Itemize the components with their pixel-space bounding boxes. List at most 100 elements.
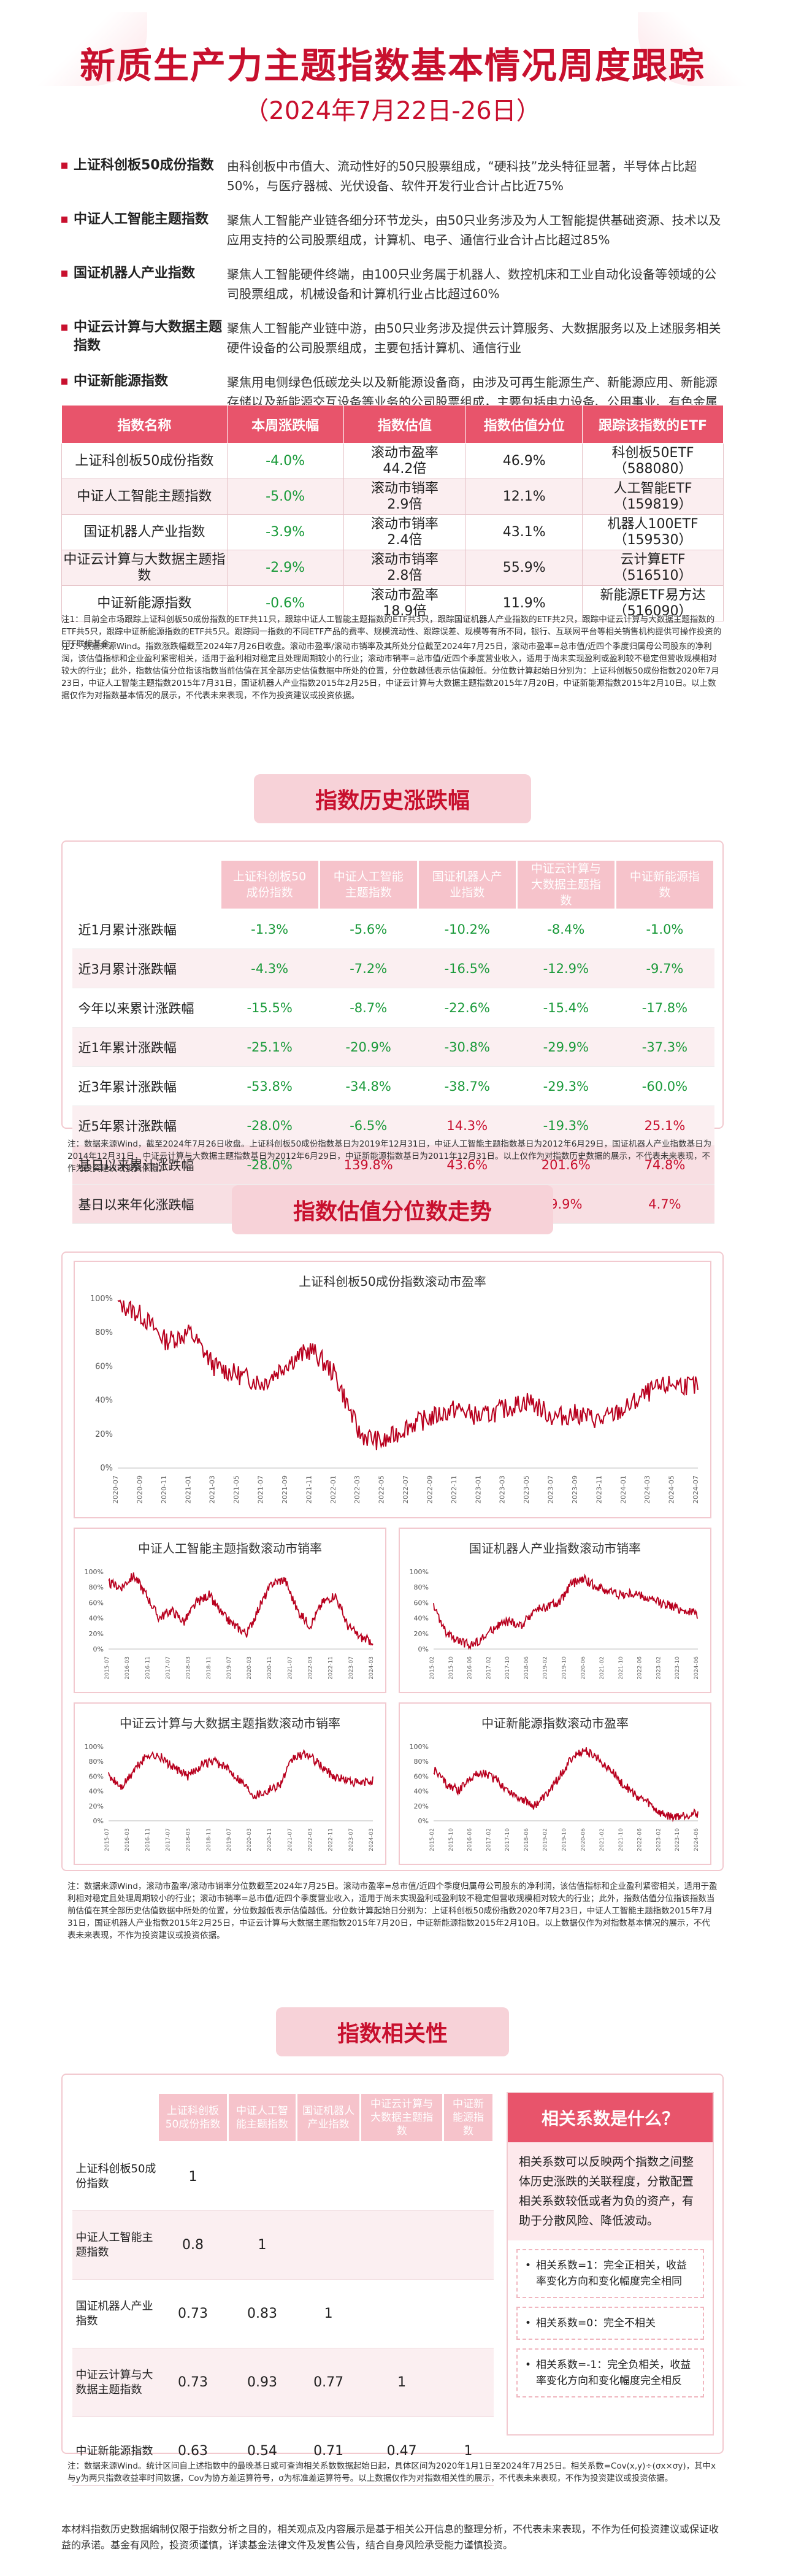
table-row: 今年以来累计涨跌幅 -15.5% -8.7% -22.6% -15.4% -17.8% bbox=[72, 988, 714, 1028]
index-name: 中证新能源指数 bbox=[61, 372, 227, 391]
chart-title: 国证机器人产业指数滚动市销率 bbox=[469, 1541, 641, 1556]
col-header: 中证人工智能主题指数 bbox=[227, 2092, 297, 2143]
y-tick-label: 40% bbox=[414, 1615, 429, 1623]
x-tick-label: 2023-07 bbox=[348, 1828, 354, 1851]
cell-correlation: 0.77 bbox=[296, 2348, 361, 2417]
col-header: 中证人工智能主题指数 bbox=[318, 859, 419, 910]
col-header: 中证云计算与大数据主题指数 bbox=[359, 2092, 445, 2143]
x-tick-label: 2024-07 bbox=[692, 1475, 700, 1504]
section-title-correlation: 指数相关性 bbox=[0, 2007, 785, 2056]
cell-correlation bbox=[443, 2348, 494, 2417]
chart-title: 中证人工智能主题指数滚动市销率 bbox=[138, 1541, 322, 1556]
y-tick-label: 100% bbox=[410, 1568, 429, 1576]
row-label: 中证人工智能主题指数 bbox=[72, 2210, 158, 2280]
x-tick-label: 2021-02 bbox=[599, 1656, 605, 1680]
chart-svg: 100% 80% 60% 40% 20% 0%2015-07 2016-03 2016-11 2… bbox=[85, 1568, 375, 1680]
x-tick-label: 2022-03 bbox=[308, 1828, 314, 1851]
row-label: 近3年累计涨跌幅 bbox=[72, 1066, 221, 1106]
x-tick-label: 2019-07 bbox=[226, 1828, 232, 1851]
x-tick-label: 2024-03 bbox=[369, 1656, 375, 1680]
table-row: 上证科创板50成份指数 1 bbox=[72, 2142, 494, 2211]
cell-valuation: 滚动市销率 2.4倍 bbox=[343, 514, 467, 550]
cell-correlation: 1 bbox=[360, 2348, 443, 2417]
x-tick-label: 2021-11 bbox=[305, 1475, 313, 1504]
cell-return: -17.8% bbox=[615, 988, 714, 1028]
cell-etf: 科创板50ETF （588080） bbox=[582, 443, 724, 479]
row-label: 中证云计算与大数据主题指数 bbox=[72, 2348, 158, 2417]
valuation-percentile-line bbox=[433, 1573, 699, 1650]
cell-return: -34.8% bbox=[319, 1066, 418, 1106]
x-tick-label: 2016-03 bbox=[124, 1828, 131, 1851]
x-tick-label: 2023-10 bbox=[675, 1656, 681, 1680]
page-subtitle: （2024年7月22日-26日） bbox=[244, 97, 541, 125]
x-tick-label: 2016-03 bbox=[124, 1656, 131, 1680]
row-label: 近5年累计涨跌幅 bbox=[72, 1105, 221, 1145]
x-tick-label: 2022-11 bbox=[328, 1656, 334, 1680]
x-tick-label: 2021-07 bbox=[257, 1475, 265, 1504]
cell-weekly-change: -2.9% bbox=[226, 550, 344, 586]
col-header: 跟踪该指数的ETF bbox=[582, 405, 724, 444]
x-tick-label: 2017-07 bbox=[165, 1656, 171, 1680]
cell-correlation: 1 bbox=[228, 2210, 297, 2280]
x-tick-label: 2022-06 bbox=[637, 1828, 643, 1851]
index-desc: 聚焦人工智能产业链各细分环节龙头，由50只业务涉及为人工智能提供基础资源、技术以… bbox=[227, 213, 721, 247]
index-name: 中证人工智能主题指数 bbox=[61, 210, 227, 229]
x-tick-label: 2020-03 bbox=[247, 1656, 253, 1680]
cell-etf: 人工智能ETF （159819） bbox=[582, 479, 724, 515]
col-header: 中证新能源指数 bbox=[442, 2092, 494, 2143]
row-label: 近3月累计涨跌幅 bbox=[72, 948, 221, 988]
index-name: 国证机器人产业指数 bbox=[61, 264, 227, 283]
valuation-percentile-line bbox=[117, 1299, 699, 1451]
disclaimer-footer: 本材料指数历史数据编制仅限于指数分析之目的，相关观点及内容展示是基于相关公开信息… bbox=[61, 2523, 719, 2551]
table-row: 近1年累计涨跌幅 -25.1% -20.9% -30.8% -29.9% -37.3% bbox=[72, 1027, 714, 1067]
y-tick-label: 100% bbox=[90, 1294, 113, 1304]
chart-svg: 100% 80% 60% 40% 20% 0% 2020-07 2020-09 2020-11 2… bbox=[90, 1294, 700, 1504]
col-header: 指数估值分位 bbox=[465, 405, 583, 444]
cell-return: -60.0% bbox=[615, 1066, 714, 1106]
valuation-percentile-line bbox=[108, 1748, 373, 1800]
col-header: 中证新能源指数 bbox=[614, 859, 716, 910]
valuation-note: 注：数据来源Wind，滚动市盈率/滚动市销率分位数截至2024年7月25日。滚动… bbox=[67, 1882, 718, 1940]
cell-return: -8.4% bbox=[516, 909, 616, 949]
cell-etf: 新能源ETF易方达 （516090） bbox=[582, 585, 724, 621]
chart-title: 上证科创板50成份指数滚动市盈率 bbox=[299, 1274, 486, 1289]
table-row: 国证机器人产业指数 -3.9% 滚动市销率 2.4倍 43.1% 机器人100ETF （15… bbox=[61, 514, 724, 550]
row-label: 国证机器人产业指数 bbox=[72, 2279, 158, 2348]
y-tick-label: 60% bbox=[414, 1599, 429, 1607]
x-tick-label: 2016-11 bbox=[145, 1656, 151, 1680]
cell-correlation: 0.54 bbox=[228, 2416, 297, 2486]
cell-return: 201.6% bbox=[516, 1145, 616, 1185]
cell-correlation bbox=[360, 2142, 443, 2211]
table1-note-2: 注2：数据来源Wind。指数涨跌幅截至2024年7月26日收盘。滚动市盈率/滚动… bbox=[61, 642, 719, 701]
cell-return: -15.4% bbox=[516, 988, 616, 1028]
row-label: 今年以来累计涨跌幅 bbox=[72, 988, 221, 1028]
chart-svg: 100% 80% 60% 40% 20% 0%2015-07 2016-03 2016-11 2… bbox=[85, 1743, 375, 1851]
col-header: 本周涨跌幅 bbox=[226, 405, 344, 444]
cell-return: -6.5% bbox=[319, 1105, 418, 1145]
chart-svg: 100% 80% 60% 40% 20% 0%2015-02 2015-10 2016-06 2… bbox=[410, 1568, 700, 1680]
x-tick-label: 2017-02 bbox=[486, 1828, 492, 1851]
cell-valuation-percentile: 46.9% bbox=[465, 443, 583, 479]
x-tick-label: 2019-07 bbox=[226, 1656, 232, 1680]
col-header: 上证科创板50成份指数 bbox=[219, 859, 320, 910]
section-title-valuation: 指数估值分位数走势 bbox=[0, 1185, 785, 1234]
section-title-history: 指数历史涨跌幅 bbox=[0, 774, 785, 823]
cell-correlation: 1 bbox=[443, 2416, 494, 2486]
cell-return: -30.8% bbox=[418, 1027, 517, 1067]
cell-return: -1.0% bbox=[615, 909, 714, 949]
x-tick-label: 2024-06 bbox=[694, 1828, 700, 1851]
row-label: 近1月累计涨跌幅 bbox=[72, 909, 221, 949]
cell-correlation: 0.93 bbox=[228, 2348, 297, 2417]
x-tick-label: 2016-06 bbox=[467, 1656, 473, 1680]
cell-correlation: 0.8 bbox=[158, 2210, 228, 2280]
cell-valuation: 滚动市销率 2.9倍 bbox=[343, 479, 467, 515]
x-tick-label: 2018-11 bbox=[206, 1656, 212, 1680]
x-tick-label: 2020-06 bbox=[580, 1656, 586, 1680]
cell-correlation bbox=[443, 2279, 494, 2348]
x-tick-label: 2020-11 bbox=[267, 1828, 273, 1851]
cell-weekly-change: -4.0% bbox=[226, 443, 344, 479]
cell-return: 14.3% bbox=[418, 1105, 517, 1145]
y-tick-label: 20% bbox=[89, 1630, 104, 1638]
y-tick-label: 20% bbox=[95, 1430, 113, 1439]
cell-return: 4.7% bbox=[615, 1184, 714, 1224]
